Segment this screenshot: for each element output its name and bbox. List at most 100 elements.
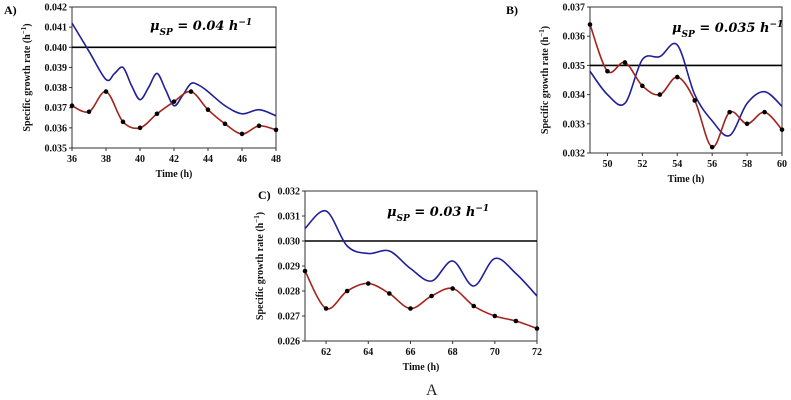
measured-data-point — [171, 99, 177, 104]
x-tick-label: 72 — [532, 347, 542, 358]
measured-data-point — [779, 127, 785, 132]
y-tick-label: 0.030 — [278, 237, 301, 248]
panel-label: C) — [258, 188, 271, 202]
plot-frame — [589, 6, 783, 154]
y-tick-label: 0.035 — [45, 144, 68, 155]
measured-data-point — [762, 109, 767, 115]
model-series-line — [589, 42, 783, 137]
x-axis-label: Time (h) — [156, 169, 193, 180]
setpoint-annotation: μSP = 0.035 h−1 — [672, 20, 783, 40]
panel-label: A) — [4, 3, 17, 17]
x-tick-label: 46 — [237, 154, 247, 165]
x-tick-label: 36 — [67, 154, 77, 165]
x-tick-label: 58 — [742, 159, 752, 170]
y-tick-label: 0.029 — [278, 262, 301, 273]
y-tick-label: 0.038 — [45, 83, 68, 94]
y-tick-label: 0.033 — [563, 119, 586, 130]
y-tick-label: 0.041 — [45, 23, 68, 34]
x-tick-label: 38 — [101, 154, 111, 165]
setpoint-annotation: μSP = 0.03 h−1 — [387, 204, 489, 224]
chart-panel-3: C) 0.026 0.027 0.028 0.029 0.030 0.031 0.032 62 6… — [253, 187, 542, 374]
measured-data-point — [513, 318, 519, 324]
x-tick-label: 50 — [602, 159, 612, 170]
y-tick-label: 0.035 — [563, 61, 586, 72]
chart-panel-2: B) 0.032 0.033 0.034 0.035 0.036 0.037 50 52 54 56… — [506, 3, 787, 186]
y-tick-label: 0.027 — [278, 312, 301, 323]
x-tick-label: 52 — [637, 159, 647, 170]
model-series-line — [71, 22, 277, 117]
measured-data-point — [534, 326, 540, 331]
measured-data-point — [86, 109, 92, 115]
y-tick-label: 0.026 — [278, 337, 301, 348]
y-tick-label: 0.032 — [563, 149, 586, 160]
measured-data-point — [273, 127, 279, 133]
setpoint-annotation: μSP = 0.04 h−1 — [150, 18, 252, 38]
x-tick-label: 70 — [490, 347, 500, 358]
measured-data-point — [302, 268, 308, 274]
x-tick-label: 62 — [321, 347, 331, 358]
measured-data-point — [154, 111, 160, 117]
x-tick-label: 66 — [405, 347, 415, 358]
y-axis-label: Specific growth rate (h−1) — [253, 212, 266, 320]
y-tick-label: 0.028 — [278, 287, 301, 298]
measured-data-point — [365, 281, 371, 286]
y-axis-label: Specific growth rate (h−1) — [538, 26, 551, 134]
measured-data-point — [344, 288, 350, 294]
y-axis-label: Specific growth rate (h−1) — [20, 23, 33, 131]
x-tick-label: 42 — [169, 154, 179, 165]
measured-data-point — [137, 125, 143, 131]
measured-data-point — [256, 123, 262, 129]
measured-data-point — [408, 306, 413, 311]
measured-data-point — [640, 83, 645, 89]
measured-data-point — [120, 119, 126, 125]
y-tick-label: 0.040 — [45, 43, 68, 54]
measured-data-point — [692, 98, 698, 103]
x-axis-label: Time (h) — [668, 174, 705, 185]
y-tick-label: 0.037 — [563, 3, 586, 14]
figure-caption: A — [426, 382, 438, 399]
x-tick-label: 54 — [672, 159, 682, 170]
measured-data-point — [674, 74, 680, 80]
measured-data-point — [657, 92, 663, 97]
y-tick-label: 0.039 — [45, 63, 68, 74]
measured-data-point — [471, 303, 477, 309]
panel-label: B) — [506, 3, 518, 17]
x-tick-label: 48 — [271, 154, 281, 165]
y-tick-label: 0.036 — [45, 123, 68, 134]
measured-data-point — [605, 68, 610, 74]
y-tick-label: 0.032 — [278, 187, 301, 198]
measured-data-point — [622, 60, 628, 65]
measured-data-point — [709, 144, 715, 150]
measured-data-point — [387, 291, 392, 296]
x-tick-label: 60 — [777, 159, 787, 170]
measured-data-point — [727, 109, 732, 115]
measured-data-point — [323, 306, 329, 311]
y-tick-label: 0.034 — [563, 90, 586, 101]
x-tick-label: 44 — [203, 154, 213, 165]
x-tick-label: 68 — [448, 347, 458, 358]
model-series-line — [304, 209, 538, 297]
chart-panel-1: A) 0.035 0.036 0.037 0.038 0.039 0.040 0.041 0.0… — [4, 3, 281, 181]
measured-data-point — [450, 286, 455, 291]
measured-data-point — [69, 103, 75, 108]
x-tick-label: 56 — [707, 159, 717, 170]
y-tick-label: 0.042 — [45, 3, 68, 14]
x-axis-label: Time (h) — [403, 362, 440, 373]
measured-data-point — [188, 89, 194, 94]
measured-data-point — [222, 121, 228, 127]
measured-series-line — [304, 270, 538, 330]
measured-data-point — [429, 293, 434, 299]
measured-data-point — [103, 89, 109, 94]
measured-data-point — [205, 107, 211, 113]
measured-data-point — [744, 121, 750, 127]
y-tick-label: 0.037 — [45, 103, 68, 114]
measured-series-line — [589, 24, 783, 148]
x-tick-label: 40 — [135, 154, 145, 165]
measured-data-point — [239, 131, 245, 137]
measured-data-point — [492, 313, 498, 319]
measured-data-point — [587, 22, 593, 27]
y-tick-label: 0.031 — [278, 212, 301, 223]
y-tick-label: 0.036 — [563, 32, 586, 43]
x-tick-label: 64 — [363, 347, 373, 358]
